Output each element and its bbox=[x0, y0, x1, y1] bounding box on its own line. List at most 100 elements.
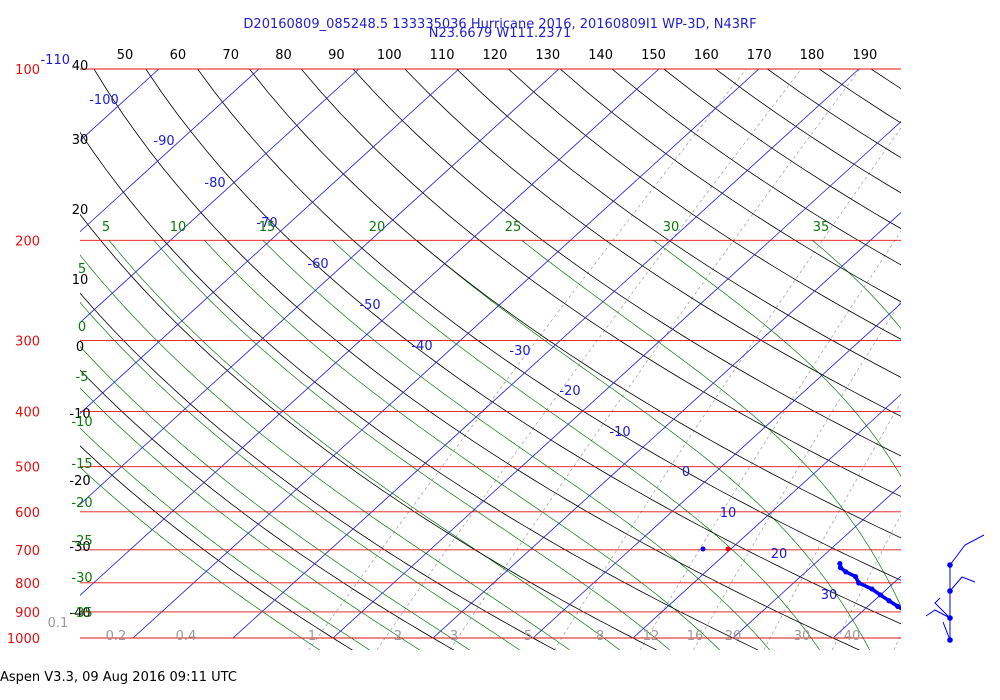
temperature-point bbox=[923, 574, 928, 579]
temperature-point bbox=[990, 637, 995, 642]
pressure-tick-label: 900 bbox=[15, 606, 40, 621]
isotherm-label: -20 bbox=[559, 384, 580, 399]
moist-adiabat-label: 5 bbox=[102, 220, 110, 235]
dry-adiabat bbox=[352, 69, 901, 457]
moist-adiabat bbox=[204, 240, 720, 650]
dewpoint-point bbox=[904, 609, 909, 614]
dewpoint-point bbox=[877, 592, 883, 598]
top-left-isotherm-label: -110 bbox=[40, 53, 70, 68]
isotherm-line bbox=[632, 393, 901, 639]
dewpoint-point bbox=[926, 623, 931, 628]
dry-adiabat bbox=[80, 131, 759, 650]
isotherm-label: -40 bbox=[411, 339, 432, 354]
pressure-tick-label: 700 bbox=[15, 544, 40, 559]
footer-version-text: Aspen V3.3, 09 Aug 2016 09:11 UTC bbox=[0, 670, 237, 685]
isotherm-line bbox=[432, 212, 901, 639]
temperature-point bbox=[933, 586, 938, 591]
wind-barb bbox=[934, 597, 951, 619]
dry-adiabat bbox=[404, 69, 901, 417]
mixing-ratio-lines bbox=[308, 69, 1000, 650]
isotherm-label: -100 bbox=[89, 93, 119, 108]
pressure-tick-label: 400 bbox=[15, 406, 40, 421]
mixing-ratio-line bbox=[975, 69, 1000, 650]
isotherm-label: 30 bbox=[821, 588, 838, 603]
isotherm-label: 20 bbox=[771, 547, 788, 562]
moist-adiabat bbox=[812, 240, 901, 330]
dewpoint-point bbox=[886, 598, 892, 604]
dry-adiabat bbox=[456, 69, 901, 378]
mixing-ratio-label: 8 bbox=[596, 629, 604, 644]
wind-barb bbox=[949, 534, 985, 566]
dry-adiabat bbox=[300, 69, 901, 497]
chart-title: D20160809_085248.5 133335036 Hurricane 2… bbox=[243, 17, 757, 32]
mixing-ratio-line bbox=[831, 514, 901, 650]
sounding-traces bbox=[700, 546, 995, 642]
top-axis-tick-label: 160 bbox=[694, 48, 719, 63]
temperature-point bbox=[985, 630, 990, 635]
pressure-tick-label: 200 bbox=[15, 234, 40, 249]
isotherm-label: -80 bbox=[204, 176, 225, 191]
top-axis-tick-label: 60 bbox=[170, 48, 187, 63]
moist-adiabat-label: 30 bbox=[663, 220, 680, 235]
isotherm-line bbox=[732, 484, 901, 639]
mixing-ratio-label: 12 bbox=[643, 629, 660, 644]
mixing-ratio-label: 0.2 bbox=[106, 629, 127, 644]
left-scale-label: 20 bbox=[72, 203, 89, 218]
isotherm-line bbox=[832, 575, 901, 639]
temperature-point bbox=[950, 604, 955, 609]
mixing-ratio-line bbox=[308, 69, 747, 650]
dewpoint-point bbox=[938, 633, 943, 638]
mixing-ratio-line bbox=[693, 300, 901, 650]
dry-adiabat bbox=[923, 69, 1000, 650]
temperature-point bbox=[965, 617, 970, 622]
chart-subtitle-location: N23.6679 W111.2371 bbox=[428, 26, 572, 41]
moist-scale-label: -15 bbox=[71, 457, 92, 472]
temperature-point bbox=[913, 563, 918, 568]
dewpoint-point bbox=[936, 625, 941, 630]
dry-adiabats bbox=[80, 69, 1000, 650]
moist-adiabat bbox=[108, 240, 620, 650]
moist-adiabat bbox=[80, 387, 420, 650]
mixing-ratio-label: 2 bbox=[394, 629, 402, 644]
temperature-point bbox=[961, 615, 966, 620]
isotherm-line bbox=[532, 302, 901, 639]
isotherms bbox=[80, 69, 901, 639]
temperature-point bbox=[944, 598, 949, 603]
top-axis-tick-label: 90 bbox=[328, 48, 345, 63]
temperature-point bbox=[970, 620, 975, 625]
moist-adiabat bbox=[80, 466, 320, 650]
isotherm-line bbox=[132, 69, 760, 639]
wind-barb bbox=[942, 621, 951, 641]
dry-adiabat bbox=[145, 69, 901, 625]
moist-adiabat-label: 10 bbox=[170, 220, 187, 235]
moist-adiabat-label: 20 bbox=[369, 220, 386, 235]
moist-scale-label: 5 bbox=[78, 262, 86, 277]
dry-adiabat bbox=[559, 69, 901, 303]
left-scale-label: -40 bbox=[69, 606, 90, 621]
pressure-tick-label: 1000 bbox=[7, 632, 40, 647]
isotherm-line bbox=[232, 69, 860, 639]
mixing-ratio-label: 1 bbox=[308, 629, 316, 644]
top-axis-tick-label: 80 bbox=[275, 48, 292, 63]
top-axis-tick-label: 170 bbox=[747, 48, 772, 63]
top-axis-tick-label: 50 bbox=[117, 48, 134, 63]
isotherm-label: -50 bbox=[359, 298, 380, 313]
temperature-point bbox=[978, 625, 983, 630]
mixing-ratio-line bbox=[763, 401, 901, 650]
temperature-top-point bbox=[725, 546, 731, 552]
moist-adiabat bbox=[80, 345, 470, 650]
top-axis-tick-label: 130 bbox=[535, 48, 560, 63]
top-axis-tick-label: 120 bbox=[483, 48, 508, 63]
mixing-ratio-label: 16 bbox=[687, 629, 704, 644]
temperature-point bbox=[911, 557, 916, 562]
mixing-ratio-label: 3 bbox=[450, 629, 458, 644]
isotherm-line bbox=[80, 69, 560, 505]
temperature-point bbox=[958, 612, 963, 617]
dry-adiabat bbox=[80, 369, 455, 650]
dry-adiabat bbox=[611, 69, 901, 266]
dry-adiabat bbox=[249, 69, 901, 539]
moist-adiabat bbox=[262, 240, 770, 650]
dewpoint-point bbox=[926, 637, 931, 642]
moist-adiabat bbox=[80, 301, 520, 650]
